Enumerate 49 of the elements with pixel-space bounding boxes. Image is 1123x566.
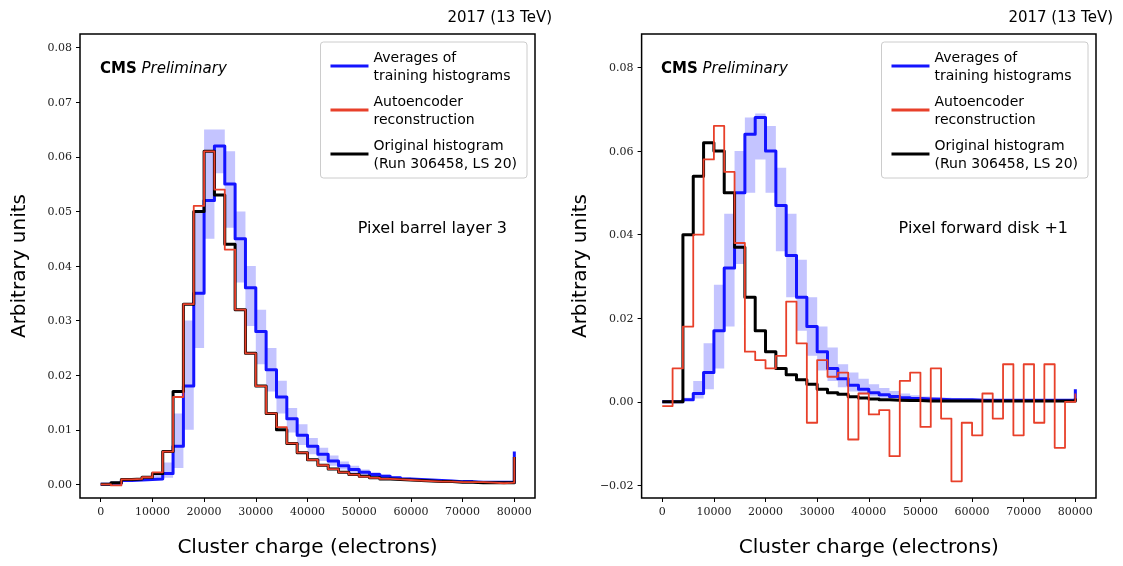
y-tick-label: 0.03 xyxy=(47,314,72,328)
x-tick-label: 80000 xyxy=(496,505,532,518)
x-tick-label: 30000 xyxy=(238,505,274,518)
chart-title: 2017 (13 TeV) xyxy=(447,7,552,26)
y-axis-title: Arbitrary units xyxy=(6,193,30,339)
y-tick-label: −0.02 xyxy=(599,478,634,492)
legend-label: Original histogram (Run 306458, LS 20) xyxy=(934,137,1078,171)
annotation: CMS Preliminary xyxy=(100,58,228,77)
legend-label: Averages of training histograms xyxy=(373,49,511,83)
legend-label: Averages of training histograms xyxy=(934,49,1072,83)
x-tick-label: 20000 xyxy=(748,505,784,518)
y-tick-label: 0.06 xyxy=(47,150,72,164)
y-tick-label: 0.02 xyxy=(47,368,72,382)
x-tick-label: 70000 xyxy=(1006,505,1042,518)
y-tick-label: 0.00 xyxy=(47,477,72,491)
annotation: CMS Preliminary xyxy=(661,58,789,77)
x-tick-label: 10000 xyxy=(134,505,170,518)
x-tick-label: 40000 xyxy=(290,505,325,518)
y-axis-title: Arbitrary units xyxy=(567,193,591,339)
x-tick-label: 10000 xyxy=(696,505,732,518)
annotation: Pixel forward disk +1 xyxy=(898,217,1069,237)
x-tick-label: 70000 xyxy=(445,505,481,518)
x-tick-label: 0 xyxy=(658,505,666,518)
annotation: Pixel barrel layer 3 xyxy=(357,217,507,237)
x-tick-label: 60000 xyxy=(393,505,429,518)
y-tick-label: 0.05 xyxy=(47,204,72,218)
y-tick-label: 0.04 xyxy=(47,259,72,273)
x-tick-label: 60000 xyxy=(954,505,990,518)
y-tick-label: 0.02 xyxy=(609,311,634,325)
x-tick-label: 0 xyxy=(97,505,105,518)
x-tick-label: 30000 xyxy=(799,505,835,518)
y-tick-label: 0.08 xyxy=(47,41,72,55)
x-axis-title: Cluster charge (electrons) xyxy=(738,534,999,558)
x-tick-label: 50000 xyxy=(341,505,377,518)
x-tick-label: 80000 xyxy=(1057,505,1093,518)
y-tick-label: 0.00 xyxy=(609,395,634,409)
x-tick-label: 40000 xyxy=(851,505,887,518)
y-tick-label: 0.01 xyxy=(47,423,72,437)
chart-title: 2017 (13 TeV) xyxy=(1008,7,1113,26)
y-tick-label: 0.06 xyxy=(609,144,634,158)
y-tick-label: 0.08 xyxy=(609,60,634,74)
legend-label: Autoencoder reconstruction xyxy=(373,93,475,127)
legend-label: Autoencoder reconstruction xyxy=(934,93,1036,127)
y-tick-label: 0.07 xyxy=(47,95,72,109)
x-tick-label: 50000 xyxy=(902,505,938,518)
y-tick-label: 0.04 xyxy=(609,228,634,242)
x-tick-label: 20000 xyxy=(186,505,222,518)
legend-label: Original histogram (Run 306458, LS 20) xyxy=(373,137,517,171)
x-axis-title: Cluster charge (electrons) xyxy=(177,534,438,558)
